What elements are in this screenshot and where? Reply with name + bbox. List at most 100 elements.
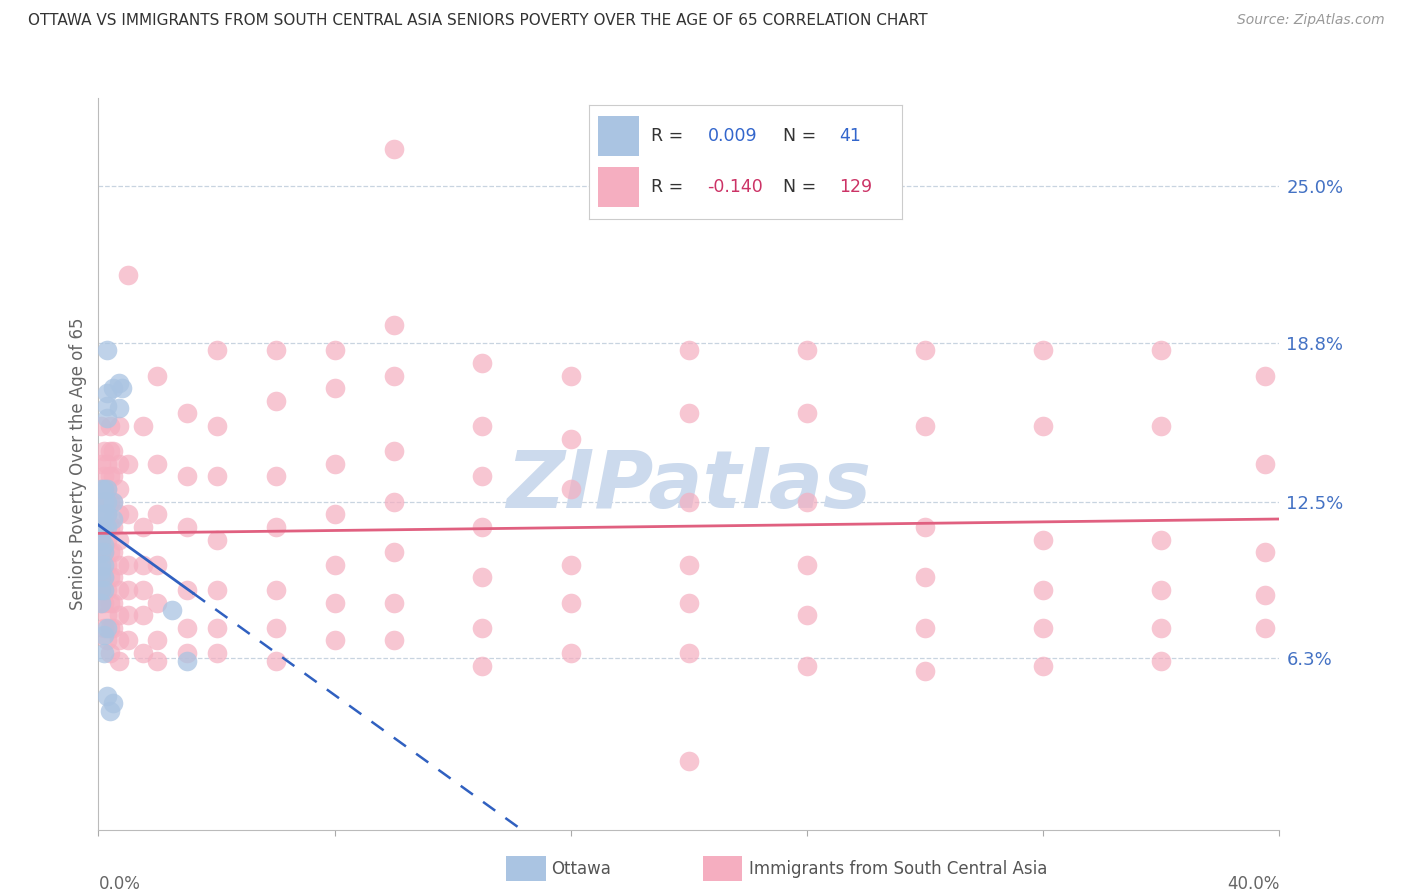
Point <box>117 608 139 623</box>
Text: OTTAWA VS IMMIGRANTS FROM SOUTH CENTRAL ASIA SENIORS POVERTY OVER THE AGE OF 65 : OTTAWA VS IMMIGRANTS FROM SOUTH CENTRAL … <box>28 13 928 29</box>
Point <box>90 545 112 559</box>
Point <box>382 444 405 458</box>
Point <box>471 570 494 584</box>
Point <box>205 343 228 358</box>
Point <box>146 596 169 610</box>
Point <box>914 343 936 358</box>
Point <box>90 596 112 610</box>
Point <box>108 401 131 416</box>
Point <box>471 469 494 483</box>
Point <box>98 545 121 559</box>
Point <box>117 633 139 648</box>
Point <box>1254 588 1277 602</box>
Point <box>90 570 112 584</box>
Point <box>90 494 112 508</box>
Point <box>264 654 287 668</box>
Point <box>117 457 139 471</box>
Point <box>264 393 287 408</box>
Point <box>90 482 112 496</box>
Point <box>132 558 155 572</box>
Point <box>90 520 112 534</box>
Point <box>323 596 346 610</box>
Point <box>103 444 125 458</box>
Point <box>678 596 700 610</box>
Point <box>93 621 115 635</box>
Point <box>90 457 112 471</box>
Text: ZIPatlas: ZIPatlas <box>506 447 872 524</box>
Point <box>103 596 125 610</box>
Point <box>914 419 936 434</box>
Point <box>103 520 125 534</box>
Point <box>471 419 494 434</box>
Point <box>93 444 115 458</box>
Point <box>205 469 228 483</box>
Point <box>96 508 118 522</box>
Point <box>560 646 582 660</box>
Point <box>1032 582 1054 597</box>
Point <box>103 697 125 711</box>
Point <box>108 558 131 572</box>
Point <box>96 533 118 547</box>
Point <box>560 432 582 446</box>
Point <box>323 558 346 572</box>
Point <box>90 533 112 547</box>
Point <box>93 482 115 496</box>
Point <box>1254 621 1277 635</box>
Y-axis label: Seniors Poverty Over the Age of 65: Seniors Poverty Over the Age of 65 <box>69 318 87 610</box>
Point <box>93 545 115 559</box>
Point <box>96 689 118 703</box>
Point <box>382 494 405 508</box>
Point <box>108 654 131 668</box>
Point <box>176 406 198 420</box>
Point <box>132 520 155 534</box>
Text: 0.0%: 0.0% <box>98 875 141 892</box>
Point <box>108 419 131 434</box>
Point <box>90 558 112 572</box>
Point <box>98 596 121 610</box>
Point <box>103 469 125 483</box>
Point <box>98 494 121 508</box>
Point <box>323 508 346 522</box>
Point <box>678 343 700 358</box>
Point <box>205 582 228 597</box>
Point <box>176 654 198 668</box>
Point <box>264 469 287 483</box>
Point <box>117 582 139 597</box>
Point <box>96 633 118 648</box>
Point <box>1150 419 1173 434</box>
Point <box>108 457 131 471</box>
Point <box>471 658 494 673</box>
Point <box>108 608 131 623</box>
Point <box>93 520 115 534</box>
Point <box>90 533 112 547</box>
Point <box>90 596 112 610</box>
Point <box>1150 343 1173 358</box>
Point <box>90 558 112 572</box>
Point <box>560 368 582 383</box>
Point <box>117 508 139 522</box>
Point <box>93 596 115 610</box>
Point <box>176 582 198 597</box>
Point <box>90 482 112 496</box>
Point <box>146 654 169 668</box>
Point <box>1032 419 1054 434</box>
Point <box>796 658 818 673</box>
Point <box>103 512 125 526</box>
Point <box>1032 621 1054 635</box>
Point <box>146 457 169 471</box>
Point <box>93 494 115 508</box>
Point <box>93 520 115 534</box>
Point <box>98 520 121 534</box>
Point <box>146 633 169 648</box>
Point <box>796 494 818 508</box>
Point <box>93 628 115 642</box>
Point <box>98 621 121 635</box>
Point <box>323 457 346 471</box>
Point <box>471 621 494 635</box>
Point <box>205 621 228 635</box>
Point <box>96 558 118 572</box>
Point <box>176 469 198 483</box>
Text: Ottawa: Ottawa <box>551 860 612 878</box>
Point <box>382 368 405 383</box>
Point <box>98 570 121 584</box>
